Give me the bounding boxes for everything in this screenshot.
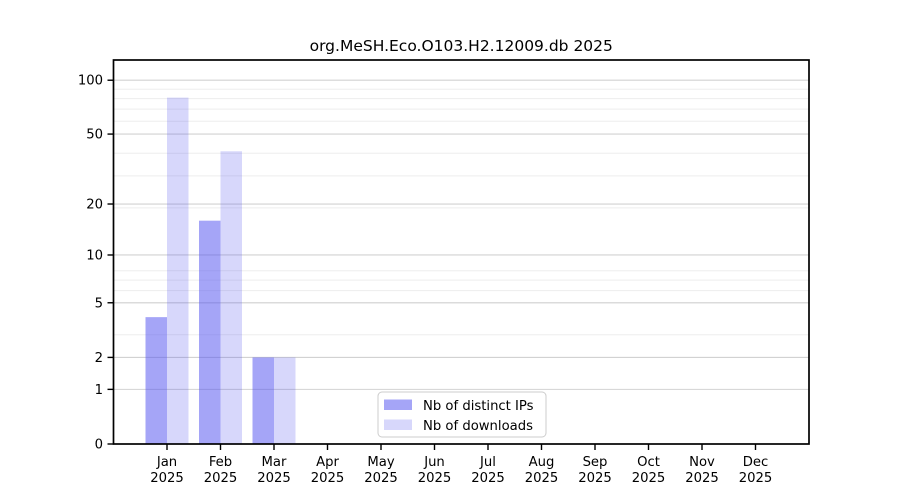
x-tick-label-year: 2025 [204, 471, 238, 486]
bar-downloads-feb [220, 151, 242, 444]
legend-swatch-distinct-ips [384, 399, 412, 410]
x-tick-label-month: Apr [316, 455, 339, 470]
bar-downloads-mar [274, 357, 296, 444]
x-tick-label-year: 2025 [739, 471, 773, 486]
x-tick-label-year: 2025 [150, 471, 184, 486]
x-tick-label-month: Dec [743, 455, 769, 470]
x-tick-label-year: 2025 [418, 471, 452, 486]
x-tick-label-month: Feb [209, 455, 232, 470]
x-tick-label-month: Mar [262, 455, 287, 470]
x-tick-label-year: 2025 [685, 471, 719, 486]
x-tick-label-year: 2025 [257, 471, 291, 486]
x-tick-label-month: Jun [423, 455, 445, 470]
plot-border [112, 59, 810, 445]
y-tick-label: 50 [86, 128, 103, 143]
y-tick-label: 2 [95, 351, 103, 366]
y-tick-label: 20 [86, 198, 103, 213]
x-tick-label-month: Nov [689, 455, 715, 470]
y-tick-label: 0 [95, 438, 103, 453]
x-tick-label-month: May [367, 455, 394, 470]
x-tick-label-year: 2025 [364, 471, 398, 486]
x-tick-label-month: Jul [479, 455, 496, 470]
x-tick-label-month: Aug [529, 455, 555, 470]
bar-distinct-ips-feb [199, 220, 221, 444]
x-tick-label-year: 2025 [632, 471, 666, 486]
legend-label-downloads: Nb of downloads [423, 419, 533, 434]
x-tick-label-month: Jan [156, 455, 177, 470]
legend-box [377, 391, 547, 438]
x-tick-label-year: 2025 [525, 471, 559, 486]
y-tick-label: 1 [95, 383, 103, 398]
x-tick-label-year: 2025 [471, 471, 505, 486]
chart-title: org.MeSH.Eco.O103.H2.12009.db 2025 [310, 37, 613, 55]
x-tick-label-month: Sep [583, 455, 608, 470]
legend-label-distinct-ips: Nb of distinct IPs [423, 399, 534, 414]
x-tick-label-year: 2025 [311, 471, 345, 486]
legend-swatch-downloads [384, 419, 412, 430]
x-tick-label-year: 2025 [578, 471, 612, 486]
x-tick-label-month: Oct [637, 455, 660, 470]
bar-distinct-ips-jan [145, 317, 167, 444]
y-tick-label: 5 [95, 296, 103, 311]
y-tick-label: 10 [86, 248, 103, 263]
y-tick-label: 100 [78, 74, 103, 89]
bar-downloads-jan [167, 97, 189, 444]
bar-distinct-ips-mar [252, 357, 274, 444]
